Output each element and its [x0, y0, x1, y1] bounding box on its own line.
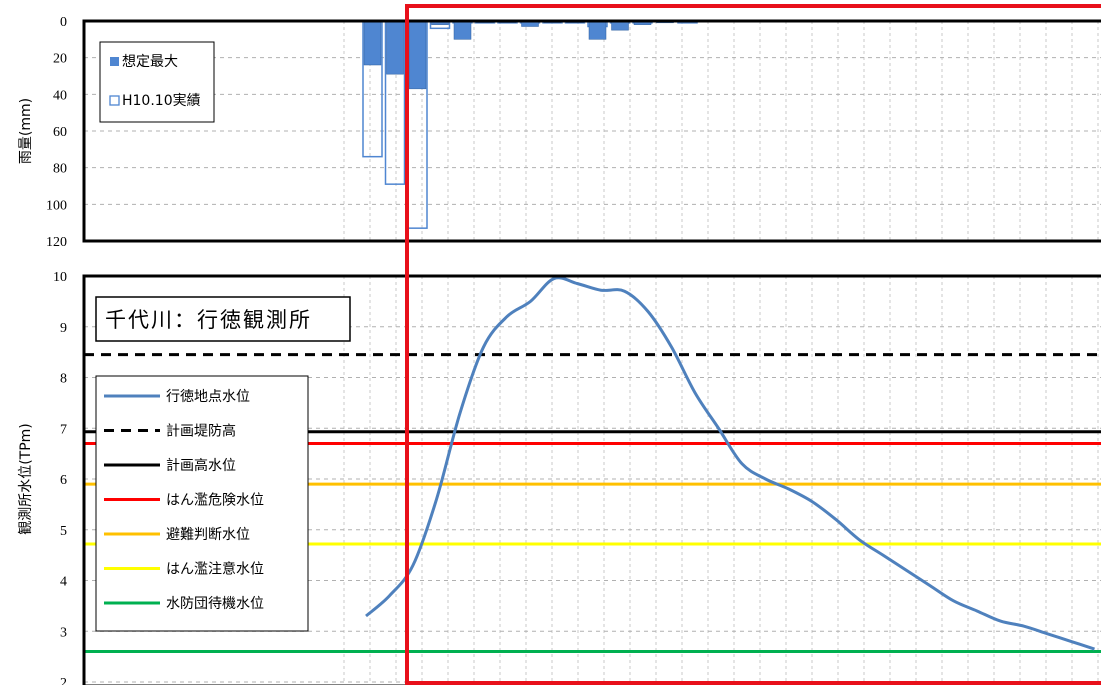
legend-swatch-h1010 — [109, 95, 120, 106]
rain-panel: 0 20 40 60 80 100 120 雨量(mm) 想定最大 H10.10実績 — [18, 15, 1101, 250]
legend-label: はん濫注意水位 — [166, 561, 264, 578]
level-y-tick-label: 8 — [60, 372, 67, 387]
rain-plot-frame — [82, 19, 1101, 243]
bar-soutei — [588, 20, 607, 40]
rain-y-axis-label: 雨量(mm) — [18, 98, 34, 164]
level-y-tick-label: 10 — [53, 270, 67, 285]
bar-soutei — [386, 20, 404, 75]
level-y-tick-label: 3 — [60, 625, 67, 640]
rain-y-tick-label: 20 — [53, 52, 67, 67]
bar-soutei — [363, 20, 382, 66]
legend-label-h1010: H10.10実績 — [122, 93, 201, 109]
level-y-tick-label: 6 — [60, 473, 67, 488]
legend-label: 水防団待機水位 — [166, 596, 264, 612]
level-y-axis-label: 観測所水位(TPm) — [17, 423, 34, 535]
legend-label-soutei: 想定最大 — [122, 54, 178, 70]
legend-label: はん濫危険水位 — [166, 493, 264, 509]
rain-y-tick-label: 40 — [53, 88, 67, 103]
rain-legend-box — [99, 41, 215, 123]
level-y-tick-label: 2 — [60, 676, 67, 685]
title-frame — [95, 296, 351, 342]
highlight-frame — [405, 4, 1101, 685]
level-panel: 2 3 4 5 6 7 8 9 10 観測所水位(TPm) 千代川：行徳観測所 行徳地点水位計画… — [17, 270, 1101, 685]
level-y-tick-label: 4 — [60, 575, 67, 590]
level-y-tick-label: 7 — [60, 422, 67, 437]
chart-title: 千代川：行徳観測所 — [105, 308, 312, 332]
rain-y-tick-label: 100 — [46, 198, 67, 213]
level-legend: 行徳地点水位計画堤防高計画高水位はん濫危険水位避難判断水位はん濫注意水位水防団待… — [95, 375, 309, 632]
legend-label: 避難判断水位 — [166, 527, 250, 543]
level-plot-frame — [82, 274, 1101, 685]
rain-y-tick-label: 60 — [53, 125, 67, 140]
level-y-tick-label: 5 — [60, 524, 67, 539]
legend-swatch-soutei — [110, 57, 119, 66]
bar-soutei — [453, 20, 472, 40]
rain-y-tick-label: 80 — [53, 162, 67, 177]
level-y-tick-label: 9 — [60, 321, 67, 336]
rain-y-ticks: 0 20 40 60 80 100 120 — [46, 15, 67, 250]
legend-label: 計画高水位 — [166, 457, 236, 474]
legend-label: 計画堤防高 — [166, 423, 236, 440]
rain-y-tick-label: 120 — [46, 235, 67, 250]
series-line-gyotoku-level — [365, 276, 1095, 651]
legend-label: 行徳地点水位 — [166, 389, 250, 405]
rain-legend: 想定最大 H10.10実績 — [99, 41, 215, 123]
bar-soutei — [408, 20, 427, 90]
rain-grid — [84, 20, 1101, 242]
rain-y-tick-label: 0 — [60, 15, 67, 30]
rain-bars — [362, 20, 698, 229]
level-y-ticks: 2 3 4 5 6 7 8 9 10 — [53, 270, 67, 685]
level-legend-box — [95, 375, 309, 632]
chart-title-box: 千代川：行徳観測所 — [95, 296, 351, 342]
